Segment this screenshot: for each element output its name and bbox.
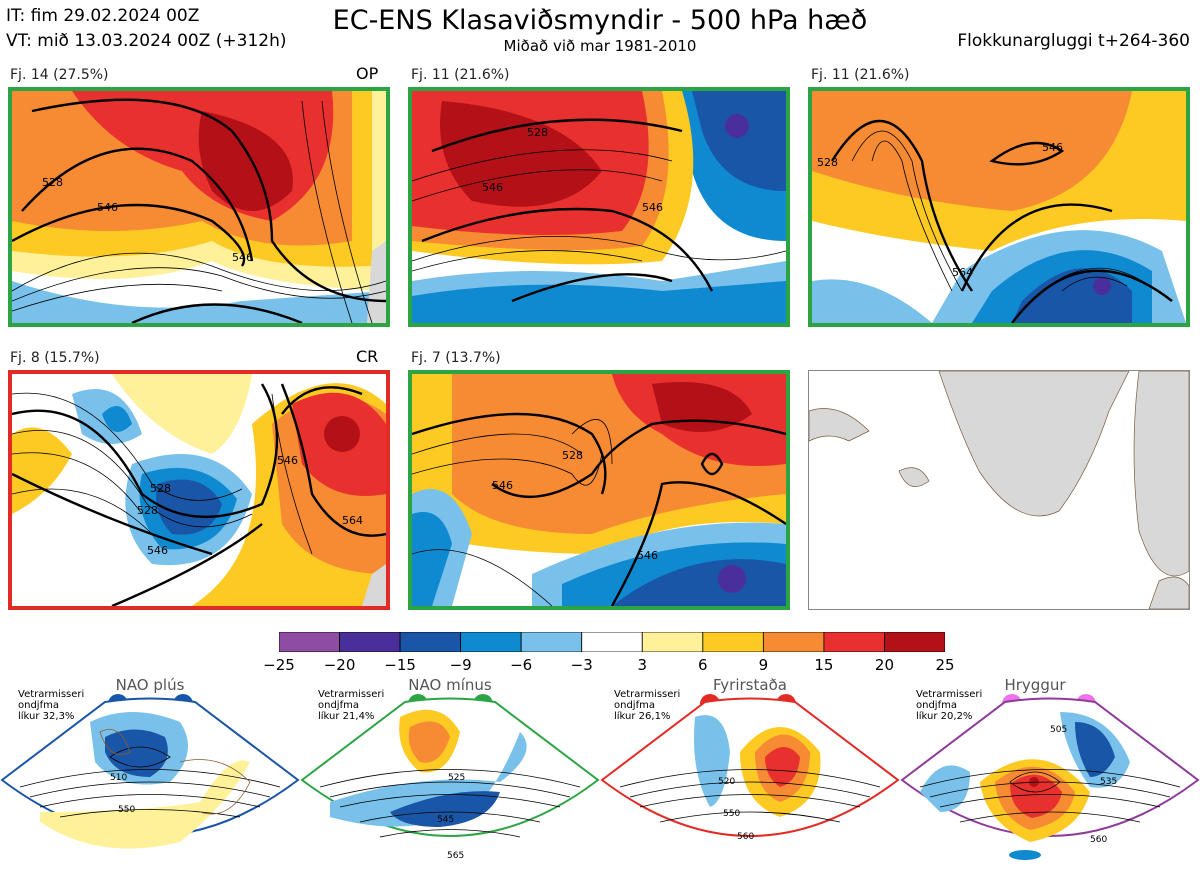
colorbar-swatch [278,631,340,653]
initial-time: IT: fim 29.02.2024 00Z [6,6,200,26]
cluster-4-contour-label: 528 [137,504,158,517]
colorbar-tick-label: 6 [698,656,708,674]
cluster-1-contour-label: 528 [42,176,63,189]
colorbar [278,631,946,656]
colorbar-swatch [702,631,764,653]
colorbar-tick-label: 25 [935,656,955,674]
regime-nao-plus-contour-label: 550 [118,805,135,815]
regime-nao-minus-stats: Vetrarmisseri ondjfma líkur 21,4% [318,689,385,722]
colorbar-tick-label: 3 [637,656,648,674]
regime-blocking-map: 520 550 560 [600,692,900,871]
cluster-5-contour-label: 528 [562,449,583,462]
cluster-4-contour-label: 564 [342,514,363,527]
empty-map-panel [808,370,1190,610]
regime-nao-plus-contour-label: 510 [110,773,127,783]
cluster-2-contour-label: 546 [642,201,663,214]
valid-time: VT: mið 13.03.2024 00Z (+312h) [6,31,287,51]
regime-blocking-contour-label: 550 [723,809,740,819]
colorbar-swatch [884,631,946,653]
cluster-5-map: 528 546 546 [408,370,790,610]
colorbar-swatch [520,631,583,653]
cluster-3-contour-label: 546 [1042,141,1063,154]
cluster-3-map: 528 546 564 [808,87,1190,327]
cluster-4-tag: CR [356,347,379,366]
colorbar-tick-label: 9 [758,656,769,674]
regime-ridge-contour-label: 505 [1050,725,1067,735]
cluster-3-contour-label: 528 [817,156,838,169]
regime-blocking-title: Fyrirstaða [713,676,787,694]
cluster-1-contour-label: 546 [97,201,118,214]
regime-nao-minus-contour-label: 565 [447,851,464,861]
colorbar-swatch [581,631,643,653]
cluster-1-tag: OP [356,64,379,83]
cluster-2-contour-label: 546 [482,181,503,194]
colorbar-tick-label: −25 [263,656,295,674]
clustering-window-label: Flokkunargluggi t+264-360 [957,31,1190,51]
page-subtitle: Miðað við mar 1981-2010 [503,37,697,55]
cluster-5-contour-label: 546 [637,549,658,562]
cluster-4-map: 528 528 546 546 564 [8,370,390,610]
colorbar-tick-label: 20 [874,656,894,674]
cluster-5-contour-label: 546 [492,479,513,492]
cluster-1-label: Fj. 14 (27.5%) [10,67,109,83]
cluster-4-contour-label: 528 [150,482,171,495]
cluster-1-map: 528 546 546 [8,87,390,327]
regime-ridge-contour-label: 535 [1100,777,1117,787]
cluster-3-label: Fj. 11 (21.6%) [811,67,910,83]
regime-nao-minus-contour-label: 545 [437,815,454,825]
regime-nao-minus-title: NAO mínus [408,676,492,694]
regime-nao-plus-stats: Vetrarmisseri ondjfma líkur 32,3% [18,689,85,722]
colorbar-swatch [399,631,462,653]
regime-nao-minus-contour-label: 525 [448,773,465,783]
regime-blocking-contour-label: 560 [737,832,754,842]
cluster-4-contour-label: 546 [277,454,298,467]
regime-ridge-title: Hryggur [1004,676,1066,694]
cluster-1-contour-label: 546 [232,251,253,264]
regime-nao-plus-title: NAO plús [115,676,185,694]
colorbar-tick-label: −3 [570,656,593,674]
regime-blocking-stats: Vetrarmisseri ondjfma líkur 26,1% [614,689,681,722]
cluster-2-map: 528 546 546 [408,87,790,327]
regime-ridge-stats: Vetrarmisseri ondjfma líkur 20,2% [916,689,983,722]
cluster-3-contour-label: 564 [952,266,973,279]
colorbar-swatch [641,631,704,653]
colorbar-swatch [339,631,401,653]
colorbar-swatch [460,631,522,653]
regime-blocking-contour-label: 520 [718,777,735,787]
regime-ridge-map: 505 535 560 [900,692,1200,871]
cluster-2-label: Fj. 11 (21.6%) [411,67,510,83]
colorbar-tick-label: −6 [510,656,533,674]
regime-nao-minus-map: 525 545 565 [300,692,600,871]
colorbar-tick-label: −15 [384,656,416,674]
colorbar-tick-label: −20 [323,656,356,674]
colorbar-swatch [762,631,825,653]
cluster-5-label: Fj. 7 (13.7%) [411,350,501,366]
colorbar-tick-label: −9 [449,656,472,674]
colorbar-swatch [823,631,885,653]
regime-nao-plus-map: 510 550 [0,692,300,871]
colorbar-tick-label: 15 [814,656,834,674]
cluster-2-contour-label: 528 [527,126,548,139]
page-title: EC-ENS Klasaviðsmyndir - 500 hPa hæð [332,5,868,36]
regime-ridge-contour-label: 560 [1090,835,1107,845]
cluster-4-label: Fj. 8 (15.7%) [10,350,100,366]
cluster-4-contour-label: 546 [147,544,168,557]
